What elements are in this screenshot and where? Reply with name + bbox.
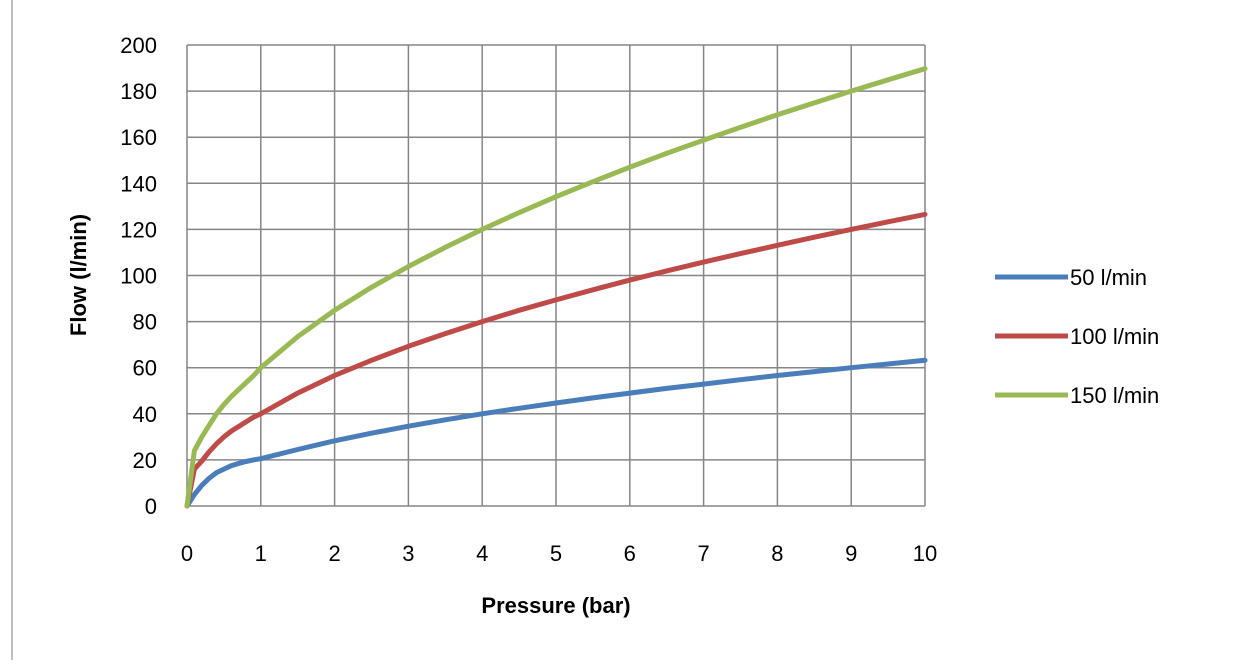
legend-label: 150 l/min	[1070, 383, 1159, 408]
legend: 50 l/min 100 l/min 150 l/min	[995, 265, 1159, 408]
y-tick-label: 200	[120, 33, 157, 58]
x-tick-label: 5	[550, 541, 562, 566]
legend-item: 50 l/min	[995, 265, 1147, 290]
series-line-3	[184, 66, 928, 509]
x-tick-label: 2	[328, 541, 340, 566]
y-axis-title: Flow (l/min)	[66, 214, 91, 336]
series-lines	[184, 66, 928, 509]
y-tick-label: 120	[120, 217, 157, 242]
y-tick-label: 100	[120, 264, 157, 289]
x-tick-label: 0	[181, 541, 193, 566]
x-tick-label: 10	[913, 541, 937, 566]
y-tick-label: 180	[120, 79, 157, 104]
series-line-2	[184, 211, 928, 509]
y-tick-label: 160	[120, 125, 157, 150]
x-tick-label: 9	[845, 541, 857, 566]
series-line-1	[184, 357, 928, 509]
y-tick-label: 80	[133, 310, 157, 335]
y-tick-label: 140	[120, 171, 157, 196]
x-tick-label: 1	[255, 541, 267, 566]
x-tick-label: 7	[697, 541, 709, 566]
x-tick-label: 8	[771, 541, 783, 566]
legend-label: 100 l/min	[1070, 324, 1159, 349]
y-tick-label: 20	[133, 448, 157, 473]
x-tick-label: 4	[476, 541, 488, 566]
legend-label: 50 l/min	[1070, 265, 1147, 290]
y-tick-label: 40	[133, 402, 157, 427]
y-tick-label: 0	[145, 494, 157, 519]
legend-item: 100 l/min	[995, 324, 1159, 349]
grid	[186, 44, 926, 507]
x-axis-tick-labels: 0 1 2 3 4 5 6 7 8 9 10	[181, 541, 937, 566]
x-axis-title: Pressure (bar)	[481, 593, 630, 618]
legend-item: 150 l/min	[995, 383, 1159, 408]
y-axis-tick-labels: 0 20 40 60 80 100 120 140 160 180 200	[120, 33, 157, 519]
x-tick-label: 6	[624, 541, 636, 566]
y-tick-label: 60	[133, 356, 157, 381]
x-tick-label: 3	[402, 541, 414, 566]
